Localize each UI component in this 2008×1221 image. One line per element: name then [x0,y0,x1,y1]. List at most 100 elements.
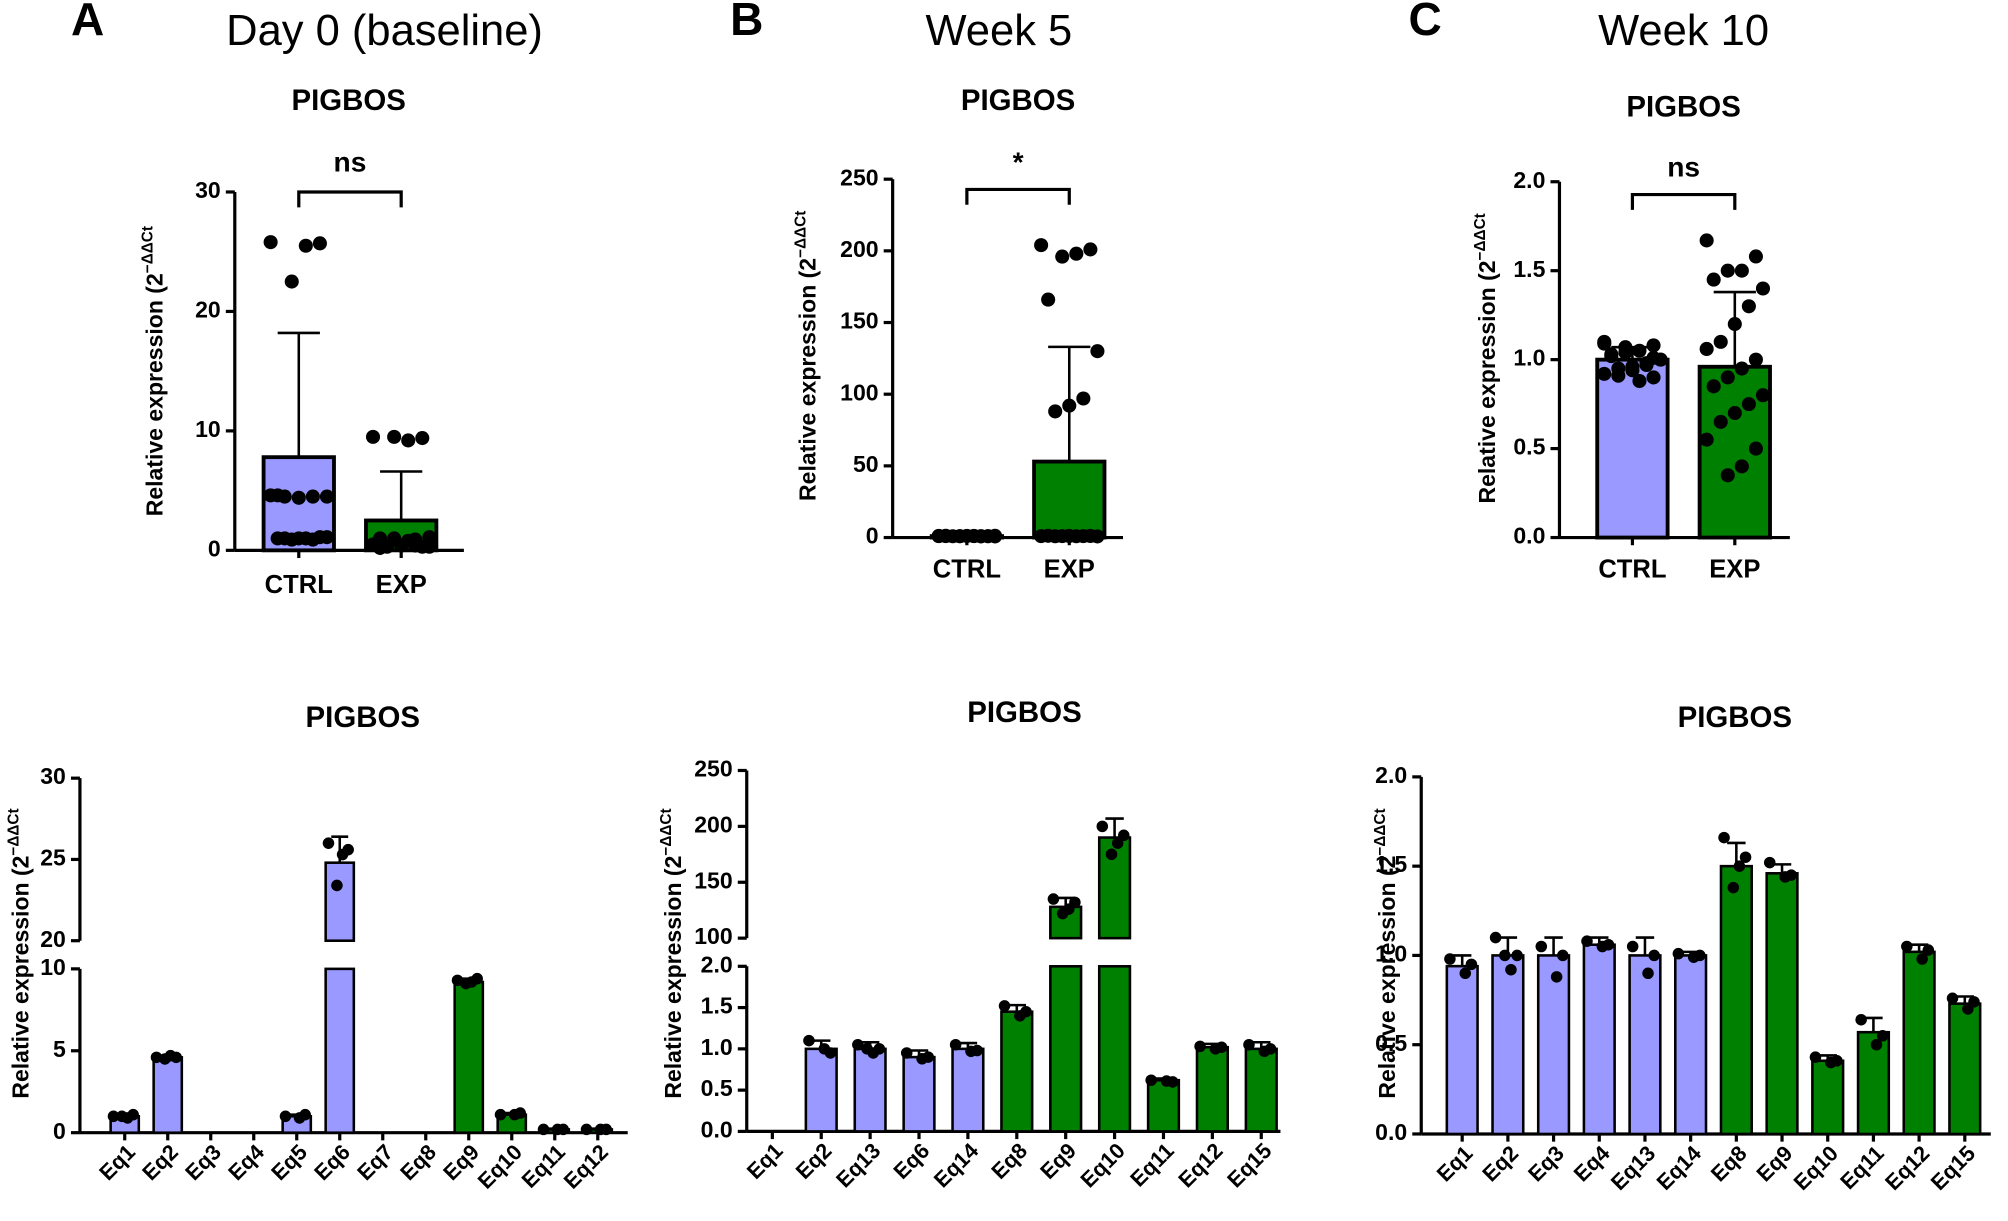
x-tick-label: Eq1 [1432,1141,1478,1187]
x-tick-label: Eq2 [1477,1141,1523,1187]
data-point [1105,848,1118,861]
bar [324,861,356,942]
data-point [1611,368,1626,383]
x-tick-label: EXP [1044,556,1095,584]
data-point [988,528,1003,543]
bar [1146,1078,1181,1133]
panel-heading: Week 10 [1598,7,1769,55]
y-tick-label: 200 [840,236,878,262]
data-point [1809,1051,1822,1063]
data-point [952,529,967,544]
y-tick-label: 0 [866,523,879,549]
x-tick-label: Eq5 [266,1139,312,1185]
data-point [861,1043,873,1055]
data-point [277,489,292,504]
data-point [1825,1056,1837,1069]
data-point [1672,947,1685,960]
y-tick-label: 0 [208,535,221,561]
data-point [803,1034,815,1047]
data-point [305,532,320,547]
data-point [1581,935,1593,947]
data-point [1194,1040,1206,1053]
panel-letter: A [71,0,104,45]
x-tick-label: Eq12 [559,1139,613,1193]
y-axis-label-sup: −ΔΔCt [1372,808,1389,855]
x-tick-label: Eq9 [1035,1138,1081,1184]
panel-heading: Week 5 [926,7,1073,55]
significance-bracket [965,187,1071,205]
data-point [331,879,343,892]
y-tick-label: 100 [840,379,878,405]
data-point [1734,263,1749,278]
x-tick-label: Eq11 [1125,1138,1179,1192]
chart-title: PIGBOS [961,84,1075,117]
bar [324,967,356,1134]
y-tick-label: 30 [195,177,221,203]
data-point [336,848,349,861]
data-point [1444,953,1456,965]
data-point [1258,1045,1271,1058]
data-point [1763,856,1776,869]
data-point [387,429,402,444]
x-tick-label: Eq3 [180,1139,226,1185]
data-point [1160,1075,1173,1087]
data-point [1901,940,1913,953]
x-tick-label: Eq11 [516,1139,570,1193]
data-point [998,1000,1011,1012]
y-tick-label: 200 [694,811,732,837]
x-tick-label: Eq2 [137,1139,183,1185]
significance-label: ns [1667,151,1700,182]
data-point [1069,246,1084,261]
data-point [1755,281,1771,296]
bar [1595,357,1670,540]
data-point [1047,893,1060,905]
x-tick-label: Eq8 [986,1138,1032,1184]
data-point [408,538,423,553]
data-point [1048,529,1063,544]
data-point [1557,949,1569,962]
bar [1719,864,1753,1136]
x-tick-label: EXP [376,571,427,599]
bar [1000,1010,1034,1133]
y-axis-label-text: Relative expression (2 [7,856,33,1099]
data-point [1687,951,1700,963]
y-axis-label-sup: −ΔΔCt [1472,213,1489,260]
y-axis-label: Relative expression (2−ΔΔCt [658,808,687,1098]
chart-title: PIGBOS [291,84,405,117]
data-point [1014,1010,1026,1022]
data-point [1720,468,1735,483]
data-point [1056,907,1069,920]
data-point [1922,944,1935,956]
data-point [1916,953,1928,965]
data-point [494,1108,507,1121]
y-tick-label: 0.0 [1513,523,1545,549]
data-point [401,433,416,448]
bar [1902,950,1936,1136]
bar [1536,954,1571,1136]
x-tick-label: Eq15 [1222,1138,1276,1192]
data-point [965,1045,977,1058]
data-point [1550,971,1563,983]
bar [1445,964,1479,1136]
data-point [159,1053,171,1065]
data-point [1720,370,1735,385]
y-axis-label-sup: −ΔΔCt [658,808,675,855]
x-tick-label: Eq12 [1173,1138,1227,1192]
data-point [460,977,472,990]
chart-title: PIGBOS [967,696,1081,729]
x-tick-label: Eq10 [473,1139,527,1193]
y-axis-label-text: Relative expression (2 [660,856,686,1099]
panel-letter: C [1408,0,1441,45]
x-tick-label: Eq15 [1926,1141,1980,1195]
data-point [291,490,306,505]
bar [1097,965,1132,1133]
x-tick-label: EXP [1709,556,1760,584]
y-tick-label: 150 [840,308,878,334]
y-tick-label: 20 [195,297,221,323]
x-tick-label: Eq1 [94,1139,140,1185]
data-point [1779,871,1791,883]
data-point [1870,1038,1883,1051]
x-tick-label: CTRL [265,571,333,599]
data-point [1642,967,1654,980]
bar [902,1055,936,1133]
